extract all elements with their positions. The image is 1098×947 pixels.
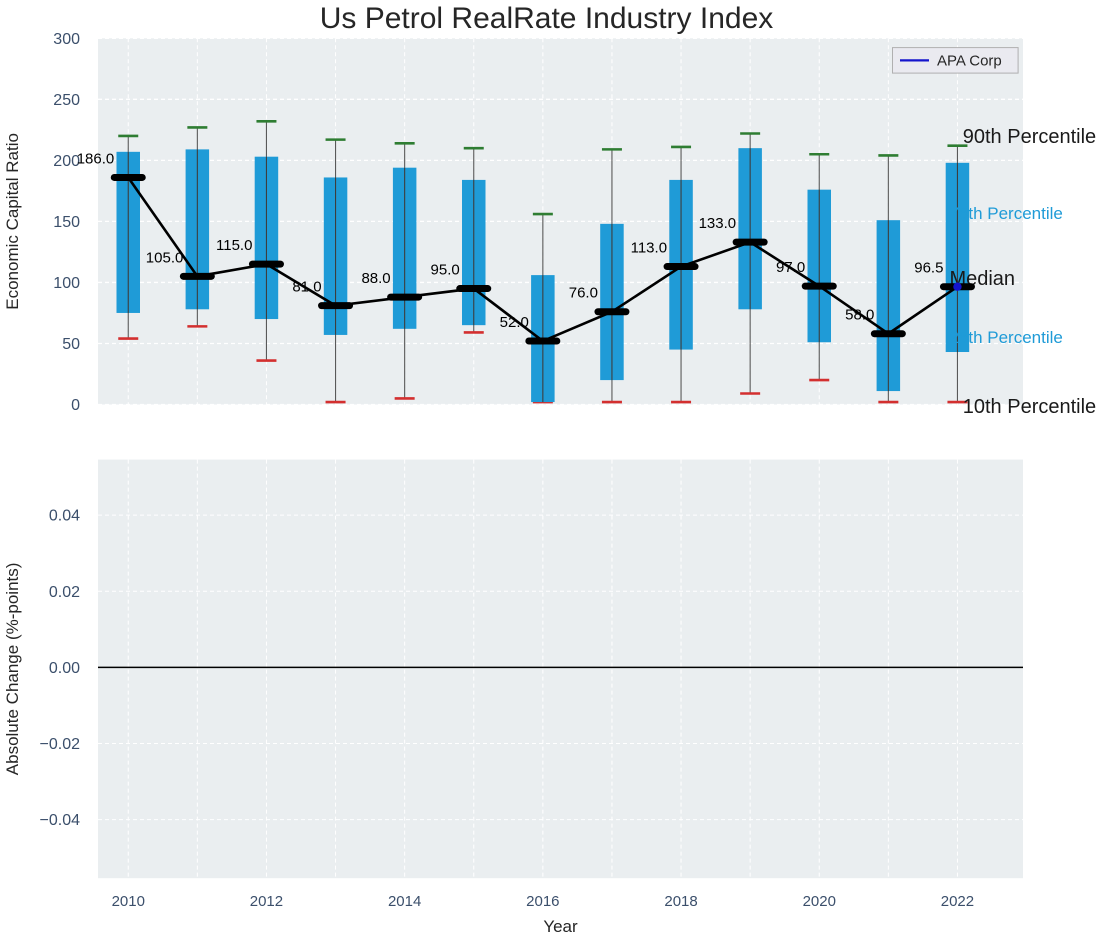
svg-text:0.02: 0.02 (49, 584, 80, 601)
svg-text:113.0: 113.0 (631, 240, 667, 257)
svg-text:10th Percentile: 10th Percentile (963, 396, 1096, 418)
svg-text:2014: 2014 (388, 893, 421, 910)
svg-text:0.04: 0.04 (49, 508, 80, 525)
svg-text:APA Corp: APA Corp (937, 53, 1002, 70)
svg-text:76.0: 76.0 (569, 285, 598, 302)
svg-text:2010: 2010 (112, 893, 145, 910)
svg-text:96.5: 96.5 (914, 260, 943, 277)
svg-text:95.0: 95.0 (431, 262, 460, 279)
svg-text:Year: Year (543, 917, 578, 936)
svg-text:2016: 2016 (526, 893, 559, 910)
svg-text:−0.04: −0.04 (40, 812, 81, 829)
svg-text:Us Petrol RealRate Industry In: Us Petrol RealRate Industry Index (320, 2, 774, 35)
svg-text:2012: 2012 (250, 893, 283, 910)
svg-text:100: 100 (53, 275, 80, 292)
svg-text:133.0: 133.0 (699, 215, 737, 232)
svg-text:0: 0 (71, 397, 80, 414)
svg-text:300: 300 (53, 31, 80, 48)
svg-text:Absolute Change (%-points): Absolute Change (%-points) (3, 563, 22, 776)
svg-text:2018: 2018 (664, 893, 697, 910)
svg-text:115.0: 115.0 (216, 237, 252, 254)
svg-text:25th Percentile: 25th Percentile (949, 328, 1062, 347)
svg-text:2020: 2020 (803, 893, 836, 910)
svg-text:81.0: 81.0 (292, 279, 321, 296)
svg-text:2022: 2022 (941, 893, 974, 910)
svg-text:88.0: 88.0 (361, 270, 390, 287)
svg-text:50: 50 (62, 336, 80, 353)
svg-text:150: 150 (53, 214, 80, 231)
svg-text:75th Percentile: 75th Percentile (949, 204, 1062, 223)
svg-text:90th Percentile: 90th Percentile (963, 126, 1096, 148)
svg-text:105.0: 105.0 (146, 249, 184, 266)
svg-text:0.00: 0.00 (49, 660, 80, 677)
svg-text:Economic Capital Ratio: Economic Capital Ratio (3, 133, 22, 310)
svg-text:58.0: 58.0 (845, 307, 874, 324)
svg-text:−0.02: −0.02 (40, 736, 81, 753)
svg-text:52.0: 52.0 (500, 314, 529, 331)
svg-text:97.0: 97.0 (776, 259, 805, 276)
svg-text:250: 250 (53, 92, 80, 109)
svg-text:186.0: 186.0 (77, 150, 115, 167)
